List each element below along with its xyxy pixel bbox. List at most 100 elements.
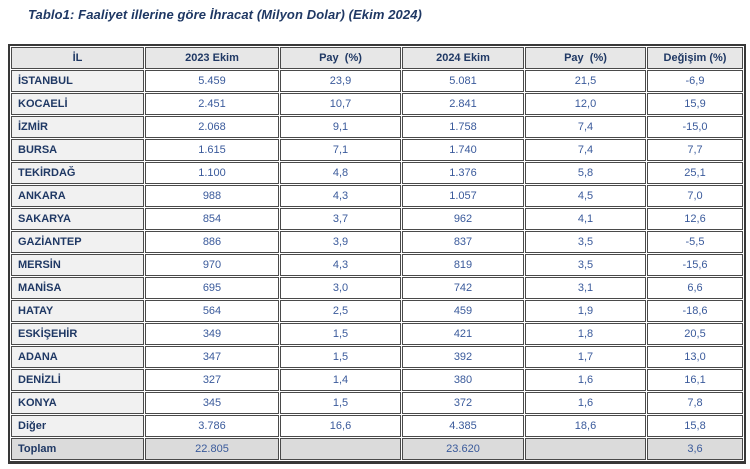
cell-2024-share: 1,8: [525, 323, 646, 345]
cell-province: Toplam: [11, 438, 144, 460]
table-row: ADANA 347 1,5 392 1,7 13,0: [11, 346, 743, 368]
col-header-degisim: Değişim (%): [647, 47, 743, 69]
cell-change: 3,6: [647, 438, 743, 460]
cell-2023-value: 970: [145, 254, 279, 276]
col-header-2023-ekim: 2023 Ekim: [145, 47, 279, 69]
table-row: SAKARYA 854 3,7 962 4,1 12,6: [11, 208, 743, 230]
cell-2023-share: 1,5: [280, 392, 401, 414]
cell-2024-share: 1,6: [525, 369, 646, 391]
table-row: HATAY 564 2,5 459 1,9 -18,6: [11, 300, 743, 322]
export-by-province-table: İL 2023 Ekim Pay (%) 2024 Ekim Pay (%) D…: [8, 44, 746, 464]
cell-change: -18,6: [647, 300, 743, 322]
cell-2023-value: 345: [145, 392, 279, 414]
cell-2024-value: 1.740: [402, 139, 524, 161]
cell-2024-share: 5,8: [525, 162, 646, 184]
table-row: GAZİANTEP 886 3,9 837 3,5 -5,5: [11, 231, 743, 253]
cell-2023-share: 3,9: [280, 231, 401, 253]
cell-2023-value: 1.615: [145, 139, 279, 161]
cell-2024-value: 392: [402, 346, 524, 368]
table-row: KONYA 345 1,5 372 1,6 7,8: [11, 392, 743, 414]
cell-2023-value: 347: [145, 346, 279, 368]
cell-2024-value: 1.758: [402, 116, 524, 138]
cell-province: ANKARA: [11, 185, 144, 207]
cell-2023-share: 23,9: [280, 70, 401, 92]
cell-2024-share: 3,5: [525, 231, 646, 253]
cell-change: 7,0: [647, 185, 743, 207]
cell-change: 15,8: [647, 415, 743, 437]
cell-2023-value: 854: [145, 208, 279, 230]
table-body: İSTANBUL 5.459 23,9 5.081 21,5 -6,9 KOCAELİ 2.4…: [11, 70, 743, 460]
cell-province: TEKİRDAĞ: [11, 162, 144, 184]
cell-province: MANİSA: [11, 277, 144, 299]
table-row: MANİSA 695 3,0 742 3,1 6,6: [11, 277, 743, 299]
table-row: MERSİN 970 4,3 819 3,5 -15,6: [11, 254, 743, 276]
table-row: İZMİR 2.068 9,1 1.758 7,4 -15,0: [11, 116, 743, 138]
cell-2023-share: 9,1: [280, 116, 401, 138]
cell-2023-value: 988: [145, 185, 279, 207]
cell-change: -15,0: [647, 116, 743, 138]
cell-change: -5,5: [647, 231, 743, 253]
cell-province: HATAY: [11, 300, 144, 322]
table-row: ESKİŞEHİR 349 1,5 421 1,8 20,5: [11, 323, 743, 345]
table-row: İSTANBUL 5.459 23,9 5.081 21,5 -6,9: [11, 70, 743, 92]
cell-2023-value: 1.100: [145, 162, 279, 184]
cell-2024-value: 23.620: [402, 438, 524, 460]
col-header-pay-2024: Pay (%): [525, 47, 646, 69]
cell-2023-share: 2,5: [280, 300, 401, 322]
cell-2024-value: 4.385: [402, 415, 524, 437]
cell-change: 16,1: [647, 369, 743, 391]
cell-2023-share: 1,4: [280, 369, 401, 391]
cell-2023-value: 22.805: [145, 438, 279, 460]
col-header-2024-ekim: 2024 Ekim: [402, 47, 524, 69]
cell-2024-value: 372: [402, 392, 524, 414]
cell-2023-value: 3.786: [145, 415, 279, 437]
cell-2023-value: 2.451: [145, 93, 279, 115]
cell-2024-value: 742: [402, 277, 524, 299]
cell-2024-value: 837: [402, 231, 524, 253]
cell-province: İSTANBUL: [11, 70, 144, 92]
cell-2024-value: 380: [402, 369, 524, 391]
cell-2023-share: [280, 438, 401, 460]
cell-2023-value: 886: [145, 231, 279, 253]
cell-province: KONYA: [11, 392, 144, 414]
cell-2023-share: 16,6: [280, 415, 401, 437]
cell-2024-share: 12,0: [525, 93, 646, 115]
cell-province: GAZİANTEP: [11, 231, 144, 253]
page-title: Tablo1: Faaliyet illerine göre İhracat (…: [28, 7, 422, 22]
cell-province: ESKİŞEHİR: [11, 323, 144, 345]
cell-change: 13,0: [647, 346, 743, 368]
header-row: İL 2023 Ekim Pay (%) 2024 Ekim Pay (%) D…: [11, 47, 743, 69]
cell-2024-value: 2.841: [402, 93, 524, 115]
cell-2023-share: 3,7: [280, 208, 401, 230]
cell-2024-value: 962: [402, 208, 524, 230]
cell-2023-value: 5.459: [145, 70, 279, 92]
cell-2024-value: 1.057: [402, 185, 524, 207]
cell-2024-share: 4,5: [525, 185, 646, 207]
cell-change: 20,5: [647, 323, 743, 345]
cell-2023-share: 7,1: [280, 139, 401, 161]
cell-province: İZMİR: [11, 116, 144, 138]
cell-2023-value: 327: [145, 369, 279, 391]
cell-2024-value: 421: [402, 323, 524, 345]
cell-2024-share: [525, 438, 646, 460]
cell-change: 15,9: [647, 93, 743, 115]
cell-province: DENİZLİ: [11, 369, 144, 391]
cell-2024-share: 21,5: [525, 70, 646, 92]
cell-change: 6,6: [647, 277, 743, 299]
cell-2023-share: 10,7: [280, 93, 401, 115]
cell-province: SAKARYA: [11, 208, 144, 230]
cell-province: MERSİN: [11, 254, 144, 276]
cell-2023-value: 564: [145, 300, 279, 322]
total-row: Toplam 22.805 23.620 3,6: [11, 438, 743, 460]
cell-2024-value: 819: [402, 254, 524, 276]
cell-change: 7,8: [647, 392, 743, 414]
cell-2024-share: 3,1: [525, 277, 646, 299]
table-row: Diğer 3.786 16,6 4.385 18,6 15,8: [11, 415, 743, 437]
cell-2023-share: 4,8: [280, 162, 401, 184]
cell-2023-share: 3,0: [280, 277, 401, 299]
cell-2023-value: 695: [145, 277, 279, 299]
cell-2024-share: 1,7: [525, 346, 646, 368]
cell-2024-value: 5.081: [402, 70, 524, 92]
cell-2024-share: 1,9: [525, 300, 646, 322]
cell-2023-value: 2.068: [145, 116, 279, 138]
